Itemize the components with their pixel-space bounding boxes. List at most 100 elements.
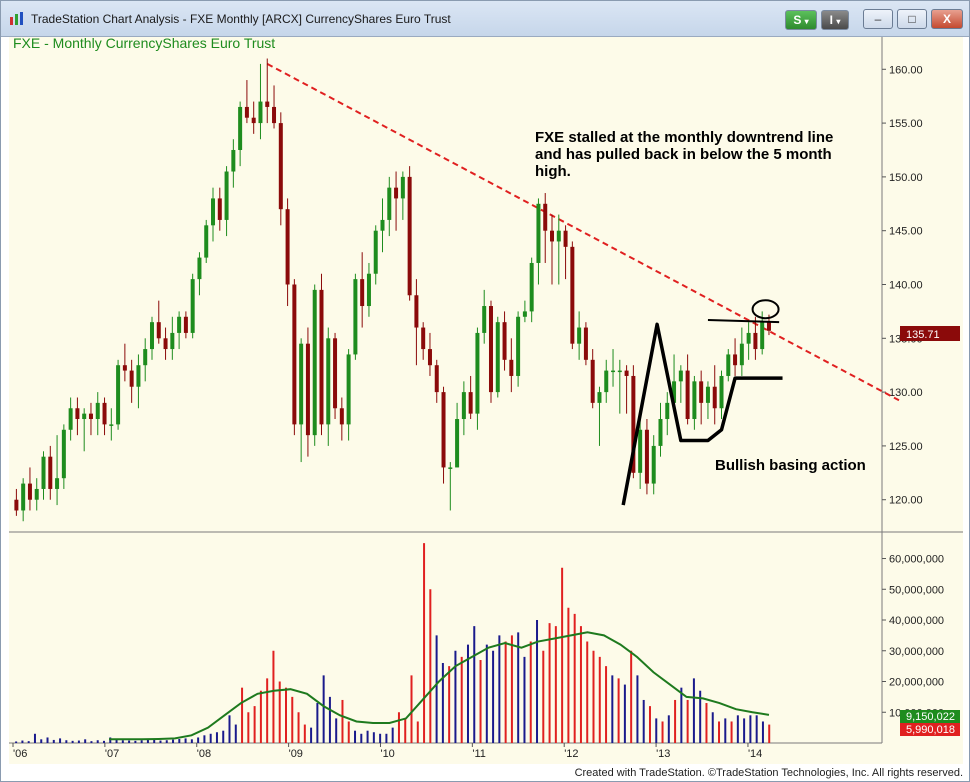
x-tick-label: '09 — [289, 748, 303, 760]
candle — [170, 316, 175, 360]
stall-annotation: FXE stalled at the monthly downtrend lin… — [535, 129, 833, 180]
last-price-marker: 135.71 — [900, 326, 960, 341]
candle — [400, 171, 405, 220]
candle-body — [550, 230, 555, 242]
chevron-down-icon: ▾ — [804, 17, 809, 26]
chart-header: FXE - Monthly CurrencyShares Euro Trust — [13, 37, 275, 51]
candle-body — [14, 499, 19, 511]
candle — [380, 198, 385, 253]
price-volume-chart[interactable]: 160.00155.00150.00145.00140.00135.00130.… — [9, 35, 963, 764]
candle-body — [129, 370, 134, 387]
candle — [550, 214, 555, 285]
candle — [373, 225, 378, 285]
title-bar[interactable]: TradeStation Chart Analysis - FXE Monthl… — [1, 1, 969, 37]
candle — [292, 279, 297, 436]
candle-body — [109, 424, 114, 426]
candlestick-series — [14, 58, 771, 522]
volume-ma-label: 9,150,022 — [906, 711, 955, 723]
candle-body — [746, 332, 751, 344]
candle-body — [536, 203, 541, 263]
candle — [156, 300, 161, 344]
x-tick-label: '11 — [472, 748, 486, 760]
candle-body — [387, 187, 392, 220]
candle-body — [434, 365, 439, 393]
candle — [149, 316, 154, 360]
candle-body — [183, 316, 188, 333]
candle-body — [251, 117, 256, 124]
candle-body — [590, 359, 595, 403]
x-tick-label: '08 — [197, 748, 211, 760]
candle-body — [312, 289, 317, 436]
chevron-down-icon: ▾ — [836, 17, 841, 26]
candle-body — [692, 381, 697, 420]
candle — [448, 462, 453, 511]
candle-body — [678, 370, 683, 382]
candle-body — [373, 230, 378, 274]
candle-body — [116, 365, 121, 425]
indicator-button[interactable]: I ▾ — [821, 10, 849, 30]
candle-body — [211, 198, 216, 226]
stall-circle — [751, 299, 780, 320]
candle-body — [82, 413, 87, 420]
symbol-link-label: S — [793, 13, 802, 27]
candle — [482, 289, 487, 344]
candle — [82, 408, 87, 452]
close-button[interactable]: X — [931, 9, 963, 29]
candle — [726, 349, 731, 382]
candle-body — [631, 375, 636, 473]
candle — [597, 386, 602, 446]
maximize-button[interactable]: □ — [897, 9, 927, 29]
candle-body — [448, 467, 453, 469]
candle — [143, 338, 148, 382]
x-tick-label: '07 — [105, 748, 119, 760]
candle-body — [41, 456, 46, 489]
candle — [190, 273, 195, 339]
candle — [109, 408, 114, 441]
candle — [333, 332, 338, 420]
candle — [95, 392, 100, 436]
candle-body — [516, 316, 521, 376]
candle — [516, 311, 521, 387]
candle-body — [407, 176, 412, 296]
candle — [197, 252, 202, 296]
candle-body — [502, 322, 507, 360]
candle — [407, 166, 412, 301]
candle — [529, 257, 534, 323]
candle — [21, 478, 26, 522]
candle-body — [319, 289, 324, 425]
candle — [27, 467, 32, 511]
candle — [183, 311, 188, 339]
candle-body — [577, 327, 582, 344]
candle — [14, 488, 19, 516]
candle — [719, 370, 724, 420]
candle — [678, 365, 683, 403]
candle-body — [638, 429, 643, 473]
volume-ma-layer — [109, 631, 770, 741]
symbol-link-button[interactable]: S ▾ — [785, 10, 817, 30]
candle-body — [421, 327, 426, 350]
volume-tick-label: 60,000,000 — [889, 554, 944, 566]
candle-body — [719, 375, 724, 409]
candle-body — [326, 338, 331, 425]
candle-body — [658, 419, 663, 446]
candle-body — [468, 392, 473, 414]
candle-body — [529, 262, 534, 312]
candle — [61, 424, 66, 489]
candle — [644, 419, 649, 495]
candle — [611, 349, 616, 387]
volume-tick-label: 40,000,000 — [889, 615, 944, 627]
candle-body — [55, 478, 60, 489]
stall-note-line-1: FXE stalled at the monthly downtrend lin… — [535, 129, 833, 146]
candle-body — [102, 402, 107, 425]
candle-body — [34, 488, 39, 500]
candle — [658, 402, 663, 457]
chart-area[interactable]: 160.00155.00150.00145.00140.00135.00130.… — [9, 35, 963, 764]
minimize-button[interactable]: – — [863, 9, 893, 29]
candle-body — [88, 413, 93, 420]
candle-body — [672, 381, 677, 403]
candle-body — [224, 171, 229, 220]
candle-body — [380, 219, 385, 231]
basing-zigzag-line — [621, 322, 783, 506]
drawing-annotations — [621, 299, 783, 506]
